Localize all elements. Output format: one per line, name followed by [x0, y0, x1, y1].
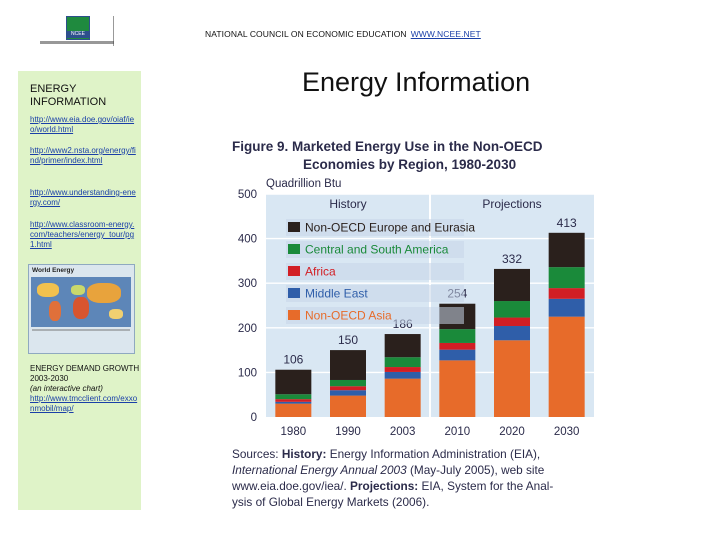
legend-bg-non-oecd-europe-and-eurasia	[286, 219, 464, 236]
source-line-3: www.eia.doe.gov/iea/. Projections: EIA, …	[231, 479, 553, 493]
bar-1990-non-oecd-europe-and-eurasia	[330, 350, 366, 380]
bar-2030-central-and-south-america	[548, 267, 585, 289]
legend-swatch-africa	[288, 266, 300, 276]
bar-2003-africa	[384, 367, 421, 372]
sidebar-link-nsta[interactable]: http://www2.nsta.org/energy/find/primer/…	[30, 146, 136, 165]
legend-label-africa: Africa	[305, 265, 336, 279]
bar-1980-non-oecd-europe-and-eurasia	[275, 369, 312, 395]
x-tick-label-1980: 1980	[281, 426, 307, 438]
logo-divider	[113, 16, 114, 46]
legend-label-non-oecd-europe-and-eurasia: Non-OECD Europe and Eurasia	[305, 221, 475, 235]
y-tick-label-300: 300	[238, 278, 257, 290]
map-region-africa	[73, 297, 89, 319]
legend-label-non-oecd-asia: Non-OECD Asia	[305, 309, 392, 323]
world-energy-map-thumbnail[interactable]: World Energy	[28, 264, 135, 354]
bar-1980-africa	[275, 399, 312, 402]
legend-bg-central-and-south-america	[286, 241, 464, 258]
bar-1990-middle-east	[330, 390, 366, 396]
energy-demand-link[interactable]: http://www.tmcclient.com/exxonmobil/map/	[30, 394, 138, 413]
bar-1990-africa	[330, 386, 366, 391]
x-tick-label-1990: 1990	[335, 426, 361, 438]
bar-2003-middle-east	[384, 371, 421, 379]
map-region-north-america	[37, 283, 59, 297]
legend-label-central-and-south-america: Central and South America	[305, 243, 449, 257]
energy-demand-note: (an interactive chart)	[30, 384, 103, 393]
sidebar-link-understanding-energy[interactable]: http://www.understanding-energy.com/	[30, 188, 136, 207]
bar-1980-middle-east	[275, 401, 312, 404]
bar-total-label-1980: 106	[283, 353, 303, 367]
legend-label-middle-east: Middle East	[305, 287, 368, 301]
header-url-link[interactable]: WWW.NCEE.NET	[410, 29, 481, 39]
bar-total-label-1990: 150	[338, 333, 358, 347]
y-tick-label-500: 500	[238, 189, 257, 201]
legend-swatch-non-oecd-asia	[288, 310, 300, 320]
source-line-2: International Energy Annual 2003 (May-Ju…	[232, 463, 545, 477]
legend-swatch-non-oecd-europe-and-eurasia	[288, 222, 300, 232]
logo-caption	[40, 41, 114, 44]
bar-2010-africa	[439, 342, 476, 350]
chart-title-line-1: Figure 9. Marketed Energy Use in the Non…	[232, 139, 543, 154]
bar-2020-africa	[494, 317, 530, 327]
map-region-south-america	[49, 301, 61, 321]
chart-title-line-2: Economies by Region, 1980-2030	[303, 157, 516, 172]
bar-2010-middle-east	[439, 349, 476, 361]
bar-2020-central-and-south-america	[494, 301, 530, 318]
history-label: History	[329, 197, 366, 211]
legend-bg-non-oecd-asia	[286, 307, 464, 324]
sidebar-link-eia[interactable]: http://www.eia.doe.gov/oiaf/ieo/world.ht…	[30, 115, 135, 134]
bar-total-label-2030: 413	[557, 216, 577, 230]
map-ocean	[31, 277, 131, 327]
legend-bg-middle-east	[286, 285, 464, 302]
energy-use-chart: Figure 9. Marketed Energy Use in the Non…	[231, 139, 594, 509]
projections-label: Projections	[482, 197, 541, 211]
bar-2030-middle-east	[548, 298, 585, 317]
header-org: NATIONAL COUNCIL ON ECONOMIC EDUCATION	[205, 29, 407, 39]
bar-2003-central-and-south-america	[384, 357, 421, 368]
bar-2020-non-oecd-europe-and-eurasia	[494, 268, 530, 302]
y-axis-label: Quadrillion Btu	[266, 178, 341, 190]
source-line-1: Sources: History: Energy Information Adm…	[232, 447, 540, 461]
source-line-4: ysis of Global Energy Markets (2006).	[232, 495, 429, 509]
ncee-logo-mark: NCEE	[66, 16, 90, 40]
bar-total-label-2020: 332	[502, 252, 522, 266]
ncee-logo: NCEE	[40, 16, 114, 48]
bar-2010-non-oecd-asia	[439, 360, 476, 417]
energy-demand-title: ENERGY DEMAND GROWTH 2003-2030	[30, 364, 140, 383]
bar-2030-non-oecd-asia	[548, 316, 585, 417]
sidebar-title: ENERGY INFORMATION	[30, 83, 107, 108]
map-region-asia	[87, 283, 121, 303]
legend-bg-africa	[286, 263, 464, 280]
header: NATIONAL COUNCIL ON ECONOMIC EDUCATION WW…	[205, 29, 481, 39]
x-tick-label-2010: 2010	[445, 426, 471, 438]
y-tick-label-100: 100	[238, 367, 257, 379]
logo-text: NCEE	[67, 31, 89, 38]
energy-demand-block: ENERGY DEMAND GROWTH 2003-2030 (an inter…	[30, 364, 140, 414]
bar-1990-central-and-south-america	[330, 379, 366, 387]
map-legend	[32, 329, 130, 331]
bar-2020-non-oecd-asia	[494, 340, 530, 417]
sidebar: ENERGY INFORMATION http://www.eia.doe.go…	[18, 71, 141, 510]
map-region-australia	[109, 309, 123, 319]
x-tick-label-2020: 2020	[499, 426, 525, 438]
x-tick-label-2003: 2003	[390, 426, 416, 438]
y-tick-label-0: 0	[251, 412, 257, 424]
bar-2030-africa	[548, 288, 585, 299]
sidebar-link-classroom-energy[interactable]: http://www.classroom-energy.com/teachers…	[30, 220, 135, 249]
y-tick-label-200: 200	[238, 323, 257, 335]
y-tick-label-400: 400	[238, 234, 257, 246]
map-title: World Energy	[32, 267, 75, 274]
legend-swatch-middle-east	[288, 288, 300, 298]
map-region-europe	[71, 285, 85, 295]
bar-2020-middle-east	[494, 326, 530, 341]
bar-2010-central-and-south-america	[439, 329, 476, 343]
x-tick-label-2030: 2030	[554, 426, 580, 438]
bar-1990-non-oecd-asia	[330, 395, 366, 417]
bar-2030-non-oecd-europe-and-eurasia	[548, 232, 585, 268]
page-title: Energy Information	[302, 67, 531, 97]
bar-2003-non-oecd-asia	[384, 378, 421, 417]
bar-2003-non-oecd-europe-and-eurasia	[384, 334, 421, 358]
bar-1980-non-oecd-asia	[275, 403, 312, 417]
legend-swatch-central-and-south-america	[288, 244, 300, 254]
bar-1980-central-and-south-america	[275, 394, 312, 400]
